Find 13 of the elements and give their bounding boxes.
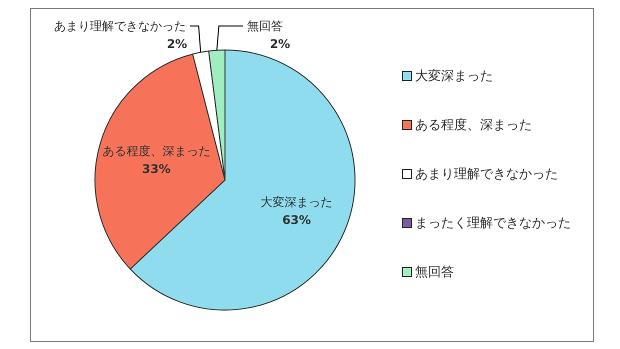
- slice-label: あまり理解できなかった: [54, 19, 186, 33]
- legend-label: まったく理解できなかった: [415, 215, 571, 232]
- legend-label: ある程度、深まった: [415, 117, 532, 134]
- data-label: 63%: [282, 212, 311, 227]
- data-label: 2%: [270, 37, 290, 51]
- data-label: 33%: [142, 162, 171, 176]
- data-label: 2%: [166, 37, 188, 51]
- legend-label: あまり理解できなかった: [415, 166, 558, 183]
- legend-label: 無回答: [415, 264, 454, 281]
- slice-label: ある程度、深まった: [102, 144, 210, 158]
- slice-label: 無回答: [247, 19, 283, 33]
- slice-label: 大変深まった: [260, 194, 333, 209]
- legend-label: 大変深まった: [415, 68, 493, 85]
